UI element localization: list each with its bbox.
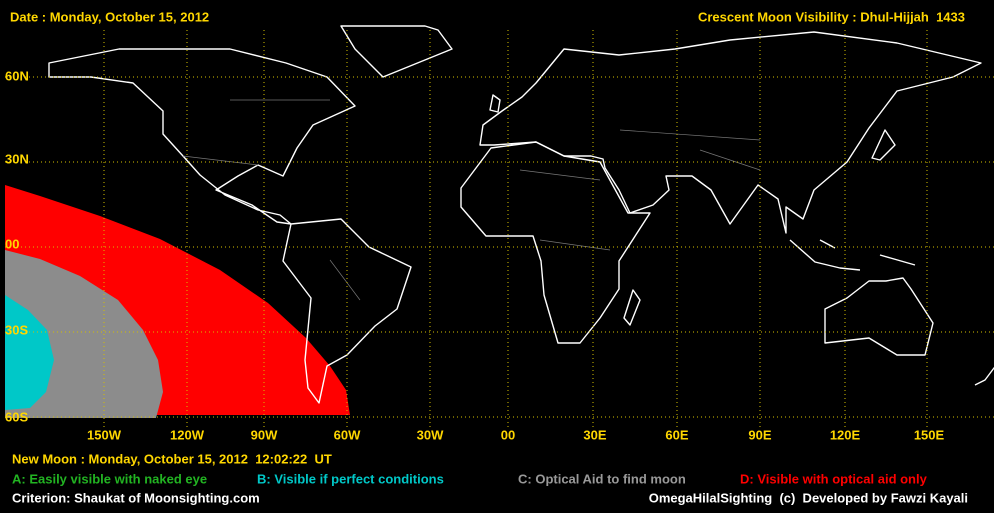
lat-label: 60N	[5, 68, 29, 83]
lon-label: 60E	[665, 427, 688, 442]
lon-label: 120W	[170, 427, 205, 442]
africa	[460, 141, 651, 344]
lon-label: 90W	[251, 427, 278, 442]
lat-labels: 60N 30N 00 30S 60S	[5, 68, 29, 424]
title: Crescent Moon Visibility : Dhul-Hijjah 1…	[698, 9, 965, 24]
lon-label: 00	[501, 427, 515, 442]
lon-label: 150E	[914, 427, 945, 442]
greenland	[340, 25, 453, 78]
legend-c: C: Optical Aid to find moon	[518, 471, 686, 486]
lon-label: 30W	[417, 427, 444, 442]
lon-label: 30E	[583, 427, 606, 442]
lon-label: 120E	[830, 427, 861, 442]
eurasia	[479, 31, 982, 234]
borders	[182, 99, 761, 301]
new-zealand	[974, 366, 994, 386]
lon-label: 90E	[748, 427, 771, 442]
credit: OmegaHilalSighting (c) Developed by Fawz…	[649, 490, 968, 505]
japan	[871, 129, 896, 161]
legend-a: A: Easily visible with naked eye	[12, 471, 207, 486]
south-america	[282, 218, 412, 404]
coastlines	[48, 25, 994, 404]
lat-label: 60S	[5, 409, 28, 424]
britain	[489, 94, 501, 113]
lat-label: 30N	[5, 151, 29, 166]
lon-labels: 150W 120W 90W 60W 30W 00 30E 60E 90E 120…	[87, 427, 944, 442]
zone-b	[5, 295, 54, 410]
graticule	[5, 30, 994, 428]
australia	[824, 277, 934, 356]
lat-label: 00	[5, 236, 19, 251]
indonesia	[789, 239, 916, 271]
date: Date : Monday, October 15, 2012	[10, 9, 209, 24]
lon-label: 60W	[334, 427, 361, 442]
madagascar	[623, 289, 641, 326]
new-moon: New Moon : Monday, October 15, 2012 12:0…	[12, 451, 332, 466]
lon-label: 150W	[87, 427, 122, 442]
lat-label: 30S	[5, 322, 28, 337]
criterion: Criterion: Shaukat of Moonsighting.com	[12, 490, 260, 505]
legend-d: D: Visible with optical aid only	[740, 471, 928, 486]
north-america	[48, 48, 356, 225]
legend-b: B: Visible if perfect conditions	[257, 471, 444, 486]
